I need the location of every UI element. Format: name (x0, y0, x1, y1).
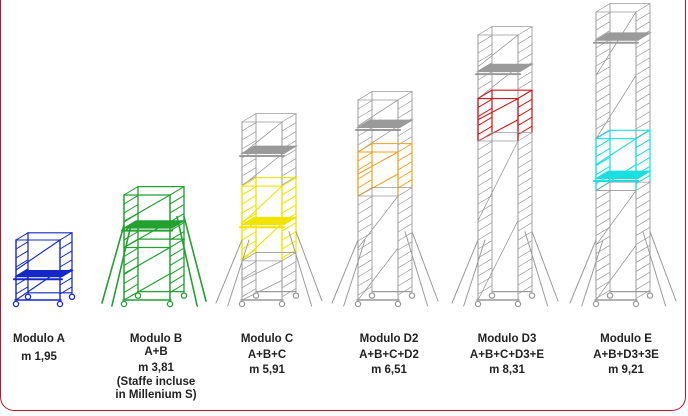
caption-title: Modulo E (600, 333, 652, 345)
caption-combo: A+B+C+D3+E (469, 349, 545, 361)
caption-height: m 3,81 (138, 362, 174, 374)
caption-module-e: Modulo E A+B+D3+3E m 9,21 (566, 333, 686, 377)
caption-height: m 6,51 (371, 364, 407, 376)
scaffold-module-e (569, 3, 677, 308)
caption-height: m 5,91 (249, 364, 285, 376)
caption-combo: A+B+C (247, 349, 287, 361)
scaffold-module-a (12, 232, 76, 308)
scaffold-module-d3 (451, 26, 559, 308)
caption-module-c: Modulo C A+B+C m 5,91 (207, 333, 327, 377)
caption-combo: A+B (144, 346, 168, 358)
caption-height: m 9,21 (608, 364, 644, 376)
caption-module-a: Modulo A m 1,95 (0, 333, 99, 364)
caption-title: Modulo A (13, 333, 65, 345)
caption-note: (Staffe incluse in Millenium S) (115, 376, 197, 401)
caption-title: Modulo C (240, 333, 294, 345)
caption-module-b: Modulo B A+B m 3,81 (Staffe incluse in M… (96, 333, 216, 402)
caption-title: Modulo B (129, 333, 183, 345)
caption-combo: A+B+D3+3E (593, 349, 659, 361)
caption-height: m 1,95 (21, 351, 57, 363)
scaffold-module-c (215, 113, 323, 308)
caption-height: m 8,31 (489, 364, 525, 376)
caption-title: Modulo D2 (359, 333, 419, 345)
scaffold-module-d2 (331, 91, 439, 308)
caption-module-d2: Modulo D2 A+B+C+D2 m 6,51 (329, 333, 449, 377)
caption-title: Modulo D3 (477, 333, 537, 345)
caption-combo: A+B+C+D2 (359, 349, 419, 361)
caption-module-d3: Modulo D3 A+B+C+D3+E m 8,31 (447, 333, 567, 377)
scaffold-module-b (101, 185, 207, 308)
